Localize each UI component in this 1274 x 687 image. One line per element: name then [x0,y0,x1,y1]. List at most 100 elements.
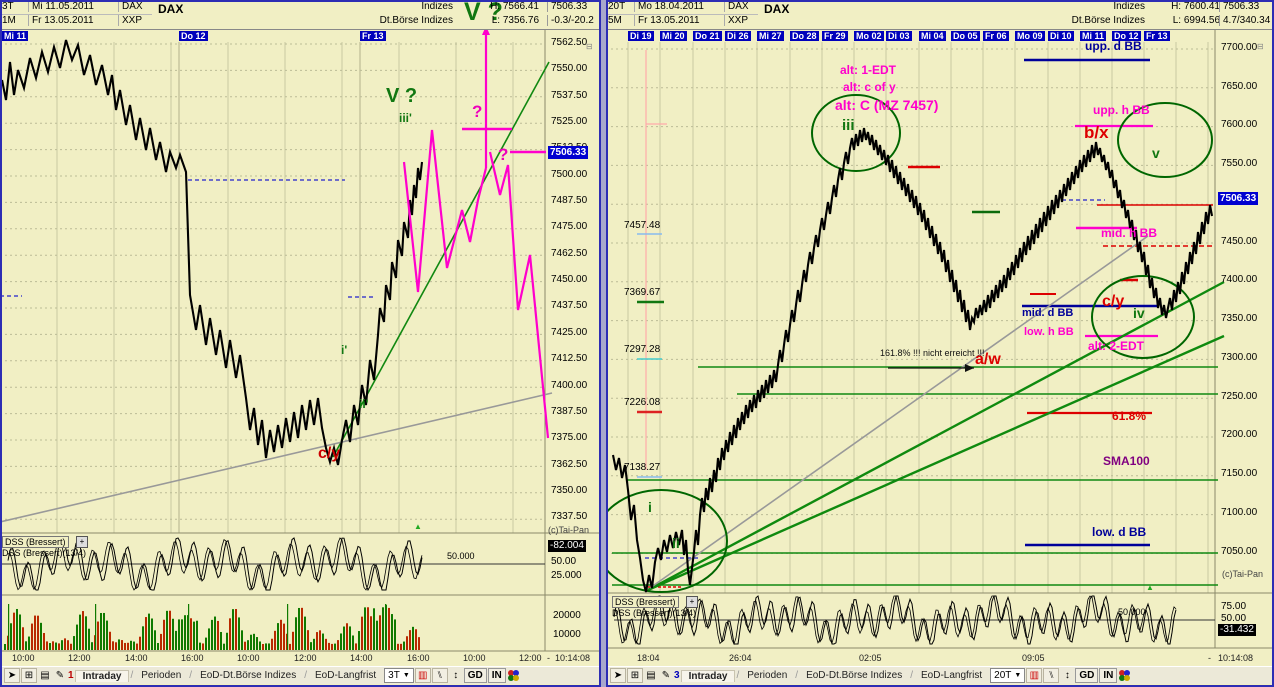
period-select[interactable]: 3T ▼ [384,668,414,683]
indicator-name: DSS (Bressert)(13/4) [2,548,87,558]
info-name: Indizes [1113,1,1145,12]
date-label: Mi 11 [2,31,29,41]
pen-icon[interactable]: ✎ [55,670,65,681]
clover-icon[interactable] [1118,669,1131,682]
last-update-time: 10:14:08 [555,653,591,663]
chevron-down-icon: ▼ [1014,672,1022,679]
tab-separator: / [189,670,193,681]
pen-count: 3 [674,670,680,681]
info-last: 7506.33 [1219,1,1259,12]
time-label: 12:00 [519,653,542,663]
symbol-cell: XXP [122,15,143,26]
time-separator: - [1208,653,1211,663]
time-label: 10:00 [463,653,486,663]
info-name: Indizes [421,1,453,12]
period-cell: 1M [2,15,29,26]
date-label: Di 26 [725,31,751,41]
period-select[interactable]: 20T ▼ [990,668,1026,683]
info-last: 7506.33 [547,1,587,12]
tab-perioden[interactable]: Perioden [747,670,788,681]
tab-separator: / [304,670,307,681]
spinner-icon[interactable]: ↕ [453,670,459,681]
time-label: 12:00 [68,653,91,663]
pointer-icon[interactable]: ➤ [610,668,626,683]
grid-icon[interactable]: ⊞ [21,668,37,683]
date-label: Do 28 [790,31,819,41]
tab-eod-boerse[interactable]: EoD-Dt.Börse Indizes [200,670,297,681]
info-change: 4.7/340.34 [1219,15,1270,26]
time-label: 16:00 [407,653,430,663]
date-cell: Mo 18.04.2011 [638,1,725,12]
gd-button[interactable]: GD [1075,668,1099,683]
date-label: Do 05 [951,31,980,41]
info-high: H: 7600.41 [1171,1,1220,12]
period-cell: 3T [2,1,29,12]
date-cell: Fr 13.05.2011 [638,15,725,26]
last-update-time: 10:14:08 [1218,653,1254,663]
tab-eod-boerse[interactable]: EoD-Dt.Börse Indizes [806,670,903,681]
tab-intraday[interactable]: Intraday [74,669,130,682]
time-separator: - [547,653,550,663]
chart-window-intraday-3t: 3T Mi 11.05.2011 DAX 1M Fr 13.05.2011 XX… [0,0,601,687]
gd-button[interactable]: GD [463,668,487,683]
expand-indicator-button[interactable]: + [686,596,698,608]
bar-chart-icon[interactable]: ▥ [1026,668,1043,683]
tab-separator: / [736,670,740,681]
pen-count: 1 [68,670,74,681]
tab-separator: / [795,670,799,681]
chevron-down-icon: ▼ [402,672,410,679]
tab-intraday[interactable]: Intraday [680,669,736,682]
date-cell: Fr 13.05.2011 [32,15,119,26]
bar-chart-icon[interactable]: ▥ [414,668,431,683]
bottom-toolbar: ➤ ⊞ ▤ ✎ 1 Intraday / Perioden / EoD-Dt.B… [2,666,599,684]
date-label: Di 10 [1048,31,1074,41]
pointer-icon[interactable]: ➤ [4,668,20,683]
date-label: Mi 27 [757,31,784,41]
tab-perioden[interactable]: Perioden [141,670,182,681]
tab-eod-langfrist[interactable]: EoD-Langfrist [315,670,377,681]
time-label: 10:00 [237,653,260,663]
info-name: Dt.Börse Indizes [379,15,453,26]
date-label: Mi 20 [660,31,687,41]
collapse-icon[interactable]: ⊟ [1257,42,1264,51]
tab-eod-langfrist[interactable]: EoD-Langfrist [921,670,983,681]
time-label: 14:00 [125,653,148,663]
bottom-toolbar: ➤ ⊞ ▤ ✎ 3 Intraday / Perioden / EoD-Dt.B… [608,666,1272,684]
chart-title: DAX [764,2,790,16]
period-cell: 5M [608,15,635,26]
spinner-icon[interactable]: ↕ [1064,670,1070,681]
date-label: Do 12 [1112,31,1141,41]
pen-icon[interactable]: ✎ [661,670,671,681]
info-high: H: 7566.41 [490,1,539,12]
date-cell: Mi 11.05.2011 [32,1,119,12]
chart-title: DAX [158,2,184,16]
time-label: 16:00 [181,653,204,663]
expand-indicator-button[interactable]: + [76,536,88,548]
date-label: Di 19 [628,31,654,41]
date-label: Mi 04 [919,31,946,41]
note-icon[interactable]: ▤ [40,670,50,681]
time-label: 14:00 [350,653,373,663]
price-chart-surface[interactable] [606,30,1274,655]
symbol-cell: DAX [122,1,143,12]
grid-icon[interactable]: ⊞ [627,668,643,683]
tab-separator: / [130,670,134,681]
current-price-marker: 7506.33 [548,146,589,159]
period-value: 20T [994,670,1012,681]
in-button[interactable]: IN [1099,668,1118,683]
collapse-icon[interactable]: ⊟ [586,42,593,51]
chart-header: 20T Mo 18.04.2011 DAX 5M Fr 13.05.2011 X… [606,0,1274,30]
date-label: Do 21 [693,31,722,41]
tab-separator: / [910,670,913,681]
time-label: 09:05 [1022,653,1045,663]
clover-icon[interactable] [507,669,520,682]
time-label: 12:00 [294,653,317,663]
note-icon[interactable]: ▤ [646,670,656,681]
price-chart-surface[interactable] [0,30,601,655]
time-label: 10:00 [12,653,35,663]
candlestick-icon[interactable]: ⑊ [1043,668,1060,683]
date-label: Fr 13 [1144,31,1170,41]
in-button[interactable]: IN [487,668,506,683]
candlestick-icon[interactable]: ⑊ [431,668,448,683]
